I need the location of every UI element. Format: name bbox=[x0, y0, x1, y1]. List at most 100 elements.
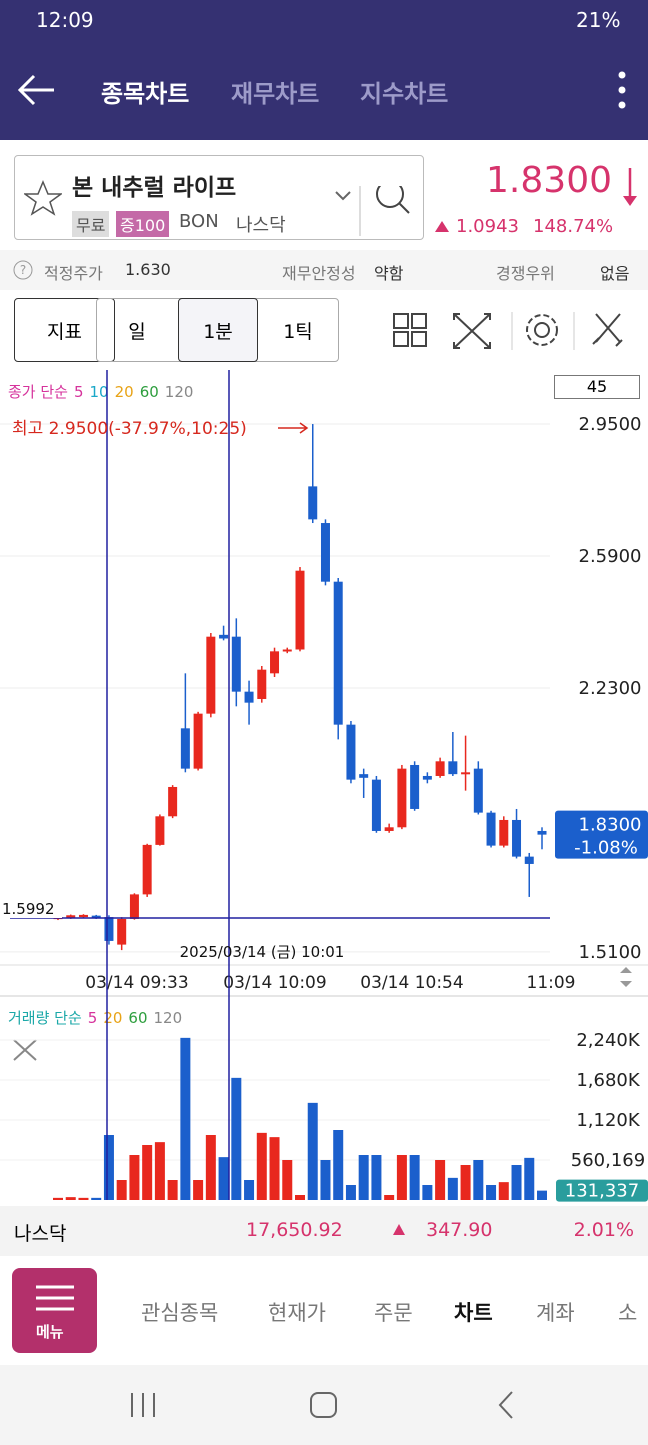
volume-bar bbox=[53, 1197, 63, 1200]
volume-bar bbox=[473, 1160, 484, 1200]
volume-bar bbox=[218, 1157, 229, 1200]
period-button[interactable]: 일 bbox=[128, 320, 146, 343]
volume-bar bbox=[345, 1185, 356, 1200]
help-icon[interactable]: ? bbox=[12, 259, 34, 281]
max-label: 최고 2.9500(-37.97%,10:25) bbox=[12, 419, 247, 439]
volume-bar bbox=[269, 1137, 280, 1200]
volume-bar bbox=[154, 1142, 165, 1200]
nav-item[interactable]: 차트 bbox=[454, 1301, 493, 1325]
period-button[interactable]: 1틱 bbox=[283, 320, 313, 343]
volume-bar bbox=[537, 1190, 547, 1200]
value: 1.630 bbox=[125, 260, 171, 279]
candle-body bbox=[346, 724, 356, 780]
tab[interactable]: 종목차트 bbox=[101, 80, 190, 108]
candle-body bbox=[282, 649, 292, 652]
up-triangle bbox=[393, 1224, 405, 1235]
candle-body bbox=[78, 914, 88, 918]
volume-bar bbox=[422, 1185, 433, 1200]
system-nav bbox=[0, 1365, 648, 1445]
candle-body bbox=[257, 669, 267, 699]
index-name: 나스닥 bbox=[14, 1223, 67, 1245]
nav-item[interactable]: 관심종목 bbox=[141, 1301, 219, 1325]
volume-tick-label: 1,680K bbox=[576, 1070, 641, 1091]
volume-tick-label: 560,169 bbox=[571, 1150, 645, 1171]
volume-bar bbox=[129, 1155, 140, 1200]
crosshair-price: 1.5992 bbox=[2, 900, 55, 918]
volume-bar bbox=[409, 1155, 420, 1200]
candle-body bbox=[117, 918, 127, 945]
candle-body bbox=[66, 915, 76, 919]
scroll-arrows[interactable] bbox=[620, 967, 632, 987]
count-box[interactable]: 45 bbox=[554, 375, 640, 399]
svg-text:?: ? bbox=[20, 263, 26, 277]
up-triangle bbox=[435, 221, 449, 232]
label: 경쟁우위 bbox=[496, 264, 555, 283]
volume-bar bbox=[396, 1155, 407, 1200]
tab[interactable]: 재무차트 bbox=[231, 80, 320, 108]
toolbar-icons[interactable] bbox=[388, 308, 638, 354]
volume-bar bbox=[256, 1132, 267, 1200]
menu-button[interactable]: 메뉴 bbox=[12, 1268, 97, 1353]
index-change-pct: 2.01% bbox=[573, 1219, 634, 1241]
close-icon[interactable] bbox=[13, 1039, 37, 1061]
info-row: ? 적정주가 1.630 재무안정성 약함 경쟁우위 없음 bbox=[0, 250, 648, 290]
candle-body bbox=[104, 917, 114, 941]
indicator-button[interactable]: 지표 bbox=[14, 298, 115, 362]
candle-body bbox=[244, 691, 254, 703]
change: 1.0943 bbox=[456, 216, 519, 237]
nav-item[interactable]: 계좌 bbox=[536, 1301, 575, 1325]
y-tick-label: 2.2300 bbox=[579, 678, 642, 699]
x-tick-label: 03/14 10:09 bbox=[223, 973, 326, 993]
volume-tick-label: 2,240K bbox=[576, 1030, 641, 1051]
stock-box[interactable] bbox=[14, 155, 424, 240]
volume-bar bbox=[307, 1102, 318, 1200]
tab[interactable]: 지수차트 bbox=[360, 80, 449, 108]
nav-item[interactable]: 소 bbox=[618, 1301, 638, 1325]
candle-body bbox=[371, 779, 381, 831]
last-volume-box bbox=[556, 1179, 648, 1202]
candle-body bbox=[193, 713, 203, 769]
candle-body bbox=[168, 786, 178, 817]
ticker: BON bbox=[179, 211, 219, 232]
last-price-box bbox=[555, 810, 648, 859]
legend-prefix: 종가 단순 bbox=[8, 383, 68, 401]
market: 나스닥 bbox=[236, 215, 286, 236]
legend-prefix: 거래량 단순 bbox=[8, 1009, 82, 1027]
period-button[interactable]: 1분 bbox=[178, 298, 258, 362]
back-button[interactable] bbox=[16, 72, 56, 108]
legend-period: 60 bbox=[128, 1009, 148, 1027]
dropdown-search[interactable] bbox=[332, 186, 422, 236]
index-bar: 나스닥 17,650.92 347.90 2.01% bbox=[0, 1206, 648, 1256]
x-tick-label: 03/14 09:33 bbox=[85, 973, 188, 993]
y-tick-label: 2.9500 bbox=[579, 414, 642, 435]
status-battery: 21% bbox=[576, 8, 621, 32]
candle-body bbox=[435, 761, 445, 776]
candle-body bbox=[270, 651, 280, 674]
x-tick-label: 11:09 bbox=[527, 973, 576, 993]
x-tick-label: 03/14 10:54 bbox=[360, 973, 463, 993]
volume-bar bbox=[142, 1145, 153, 1200]
tag: 무료 bbox=[72, 211, 110, 237]
volume-bar bbox=[358, 1155, 369, 1200]
candle-body bbox=[320, 523, 330, 582]
star-icon[interactable] bbox=[24, 180, 62, 216]
legend-period: 20 bbox=[114, 383, 134, 401]
candle-body bbox=[308, 486, 318, 520]
candle-body bbox=[461, 772, 471, 775]
volume-bar bbox=[435, 1160, 446, 1200]
volume-bar bbox=[65, 1197, 76, 1200]
volume-bar bbox=[371, 1155, 382, 1200]
candle-body bbox=[384, 827, 394, 831]
candle-body bbox=[206, 636, 216, 714]
volume-bar bbox=[511, 1165, 522, 1200]
price-legend: 종가 단순 5 10 20 60 120 bbox=[8, 381, 193, 402]
candle-body bbox=[448, 761, 458, 775]
volume-tick-label: 1,120K bbox=[576, 1110, 641, 1131]
candle-body bbox=[142, 844, 152, 895]
nav-item[interactable]: 현재가 bbox=[268, 1301, 326, 1325]
legend-period: 20 bbox=[103, 1009, 123, 1027]
nav-item[interactable]: 주문 bbox=[374, 1301, 413, 1325]
more-menu[interactable] bbox=[612, 70, 632, 110]
volume-bar bbox=[384, 1195, 395, 1200]
change-pct: 148.74% bbox=[533, 216, 614, 237]
